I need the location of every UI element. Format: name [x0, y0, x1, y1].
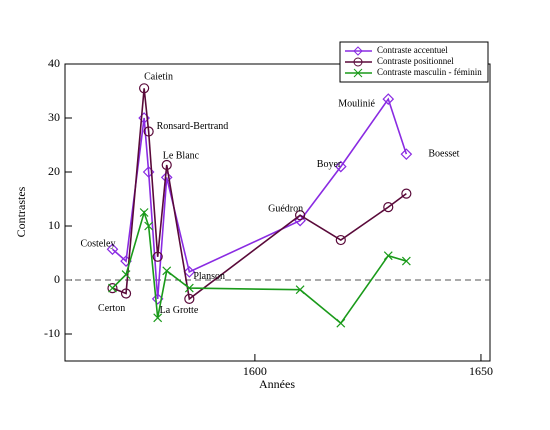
x-marker	[336, 318, 346, 328]
legend-label: Contraste positionnel	[377, 56, 454, 66]
legend-marker	[353, 57, 363, 67]
y-tick-label: 30	[48, 110, 60, 124]
x-marker	[153, 313, 163, 323]
circle-marker	[139, 83, 150, 94]
legend-diamond	[353, 46, 363, 56]
plot-frame	[64, 63, 491, 362]
legend-marker	[353, 46, 363, 56]
diamond-marker	[106, 243, 119, 256]
y-tick-label: 20	[48, 164, 60, 178]
x-marker	[184, 283, 194, 293]
legend-circle	[353, 57, 363, 67]
x-marker	[108, 283, 117, 293]
circle-marker	[335, 234, 346, 246]
point-label: Moulinié	[338, 98, 375, 109]
circle-marker	[295, 210, 306, 221]
x-marker	[144, 221, 154, 231]
point-label: Boesset	[428, 148, 459, 159]
x-axis-label: Années	[259, 377, 295, 391]
diamond-marker	[382, 93, 395, 105]
point-label: La Grotte	[160, 305, 199, 316]
x-marker	[401, 256, 411, 266]
point-label: Guédron	[268, 203, 303, 214]
x-marker	[295, 285, 305, 295]
x-marker	[139, 208, 149, 217]
x-tick-label: 1600	[243, 364, 267, 378]
diamond-marker	[160, 171, 173, 184]
circle-marker	[120, 288, 132, 299]
point-label: Le Blanc	[163, 150, 200, 161]
circle-marker	[152, 251, 163, 262]
series	[108, 208, 411, 328]
series-line	[112, 88, 407, 301]
point-label: Certon	[98, 303, 125, 314]
diamond-marker	[400, 148, 413, 161]
circle-marker	[401, 188, 412, 199]
x-marker	[383, 251, 393, 261]
circle-marker	[161, 159, 172, 171]
legend-x	[353, 68, 363, 78]
circle-marker	[184, 293, 195, 304]
series	[107, 83, 412, 304]
circle-marker	[143, 126, 154, 137]
point-label: Costeley	[80, 239, 115, 250]
diamond-marker	[334, 160, 347, 173]
point-label: Planson	[193, 271, 225, 282]
x-marker	[121, 270, 131, 280]
legend-label: Contraste masculin - féminin	[377, 67, 482, 77]
x-tick-label: 1650	[469, 364, 493, 378]
x-marker	[162, 266, 172, 276]
y-axis-label: Contrastes	[14, 186, 28, 237]
series-line	[111, 209, 407, 325]
legend-label: Contraste accentuel	[377, 45, 448, 55]
y-tick-label: -10	[44, 326, 60, 340]
point-label: Boyer	[317, 159, 342, 170]
y-tick-label: 10	[48, 218, 60, 232]
point-label: Ronsard-Bertrand	[157, 121, 229, 132]
point-label: Caietin	[144, 72, 173, 83]
circle-marker	[383, 202, 394, 213]
legend-marker	[353, 68, 363, 78]
circle-marker	[107, 283, 118, 294]
diamond-marker	[183, 266, 196, 278]
y-tick-label: 0	[54, 272, 60, 286]
y-tick-label: 40	[48, 56, 60, 70]
